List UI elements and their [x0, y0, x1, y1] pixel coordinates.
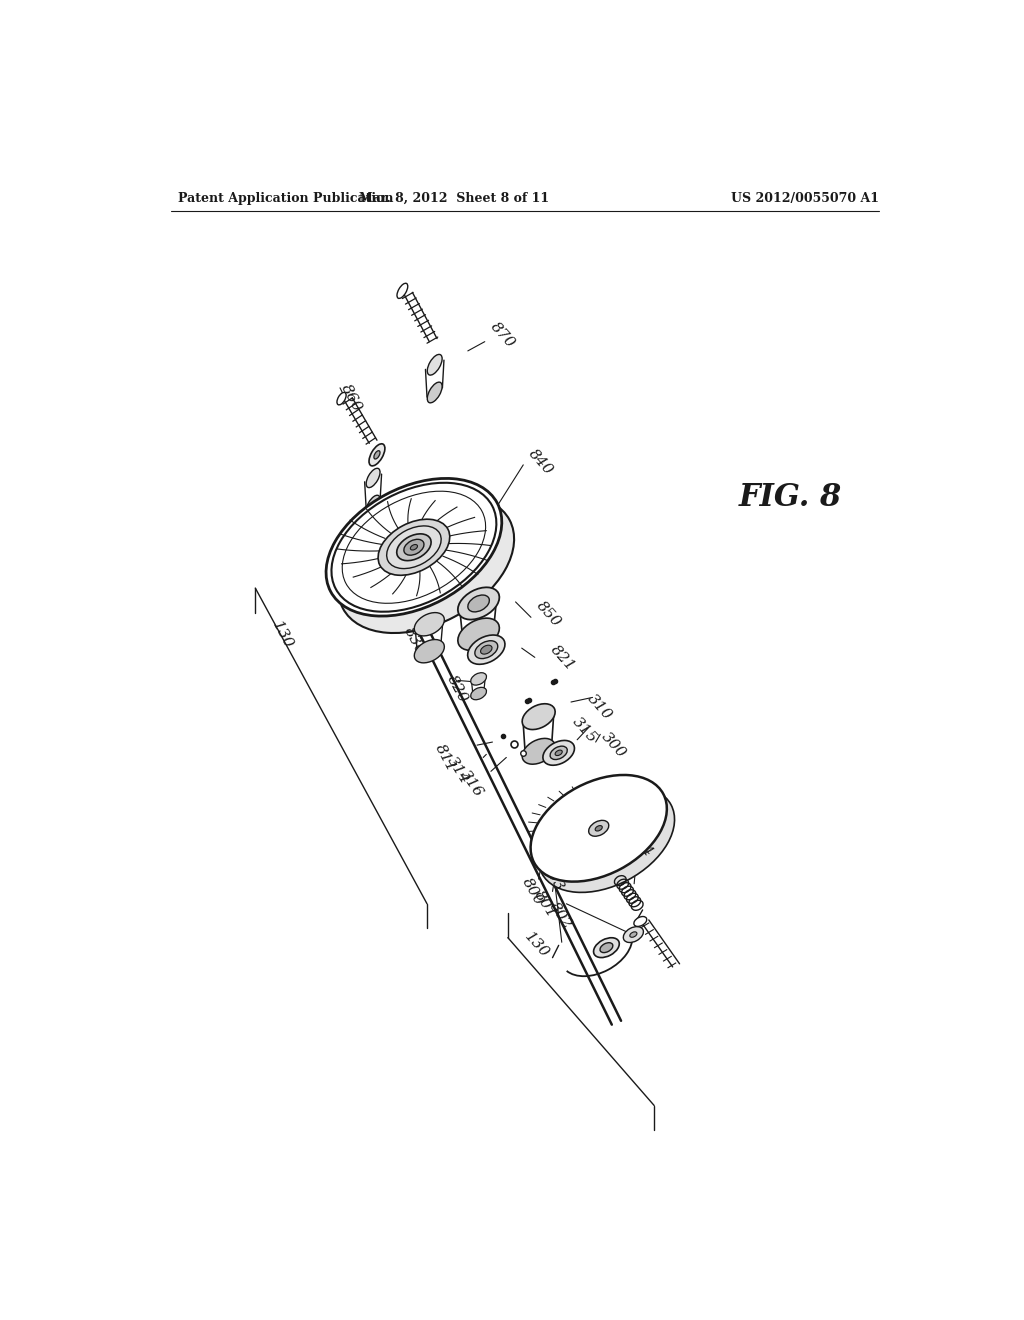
Ellipse shape: [378, 519, 450, 576]
Ellipse shape: [367, 469, 380, 487]
Ellipse shape: [468, 595, 489, 612]
Text: 821: 821: [547, 643, 578, 673]
Text: 316: 316: [458, 767, 485, 800]
Text: US 2012/0055070 A1: US 2012/0055070 A1: [731, 191, 880, 205]
Text: 820: 820: [444, 673, 470, 705]
Text: 800: 800: [519, 875, 546, 908]
Text: 804: 804: [626, 828, 655, 859]
Ellipse shape: [403, 540, 424, 556]
Ellipse shape: [522, 704, 555, 730]
Text: 810: 810: [635, 800, 665, 832]
Text: 300: 300: [598, 730, 628, 760]
Ellipse shape: [367, 495, 380, 515]
Text: 315: 315: [569, 714, 600, 746]
Ellipse shape: [369, 444, 385, 466]
Ellipse shape: [595, 825, 602, 832]
Ellipse shape: [415, 640, 444, 663]
Ellipse shape: [468, 635, 505, 664]
Ellipse shape: [634, 916, 647, 927]
Text: 130: 130: [269, 619, 295, 651]
Ellipse shape: [530, 775, 667, 882]
Ellipse shape: [522, 738, 555, 764]
Text: 310: 310: [585, 692, 614, 722]
Text: FIG. 8: FIG. 8: [739, 482, 842, 512]
Text: 802: 802: [547, 900, 575, 932]
Ellipse shape: [374, 450, 380, 459]
Ellipse shape: [427, 381, 442, 403]
Text: 860: 860: [339, 383, 365, 414]
Text: 840: 840: [525, 446, 556, 478]
Text: Patent Application Publication: Patent Application Publication: [178, 191, 394, 205]
Ellipse shape: [427, 354, 442, 375]
Ellipse shape: [471, 673, 486, 685]
Ellipse shape: [624, 927, 643, 942]
Ellipse shape: [594, 937, 620, 957]
Ellipse shape: [326, 478, 502, 616]
Text: 830: 830: [401, 624, 428, 657]
Text: 314: 314: [444, 754, 471, 785]
Text: 130: 130: [522, 929, 552, 961]
Text: 803: 803: [541, 861, 566, 892]
Ellipse shape: [387, 525, 441, 569]
Text: 811: 811: [432, 742, 459, 775]
Ellipse shape: [338, 495, 514, 634]
Text: 850: 850: [534, 599, 563, 630]
Ellipse shape: [600, 942, 612, 953]
Ellipse shape: [475, 640, 498, 659]
Ellipse shape: [415, 612, 444, 636]
Ellipse shape: [471, 688, 486, 700]
Ellipse shape: [480, 645, 492, 655]
Ellipse shape: [397, 284, 408, 298]
Ellipse shape: [589, 820, 609, 837]
Ellipse shape: [458, 587, 500, 619]
Text: Mar. 8, 2012  Sheet 8 of 11: Mar. 8, 2012 Sheet 8 of 11: [358, 191, 549, 205]
Ellipse shape: [539, 785, 675, 892]
Ellipse shape: [337, 392, 346, 405]
Ellipse shape: [630, 932, 637, 937]
Text: 870: 870: [487, 319, 517, 350]
Ellipse shape: [396, 533, 431, 561]
Ellipse shape: [555, 750, 562, 755]
Ellipse shape: [411, 545, 418, 550]
Ellipse shape: [458, 618, 500, 651]
Ellipse shape: [543, 741, 574, 766]
Text: 801: 801: [531, 888, 558, 920]
Ellipse shape: [550, 746, 567, 759]
